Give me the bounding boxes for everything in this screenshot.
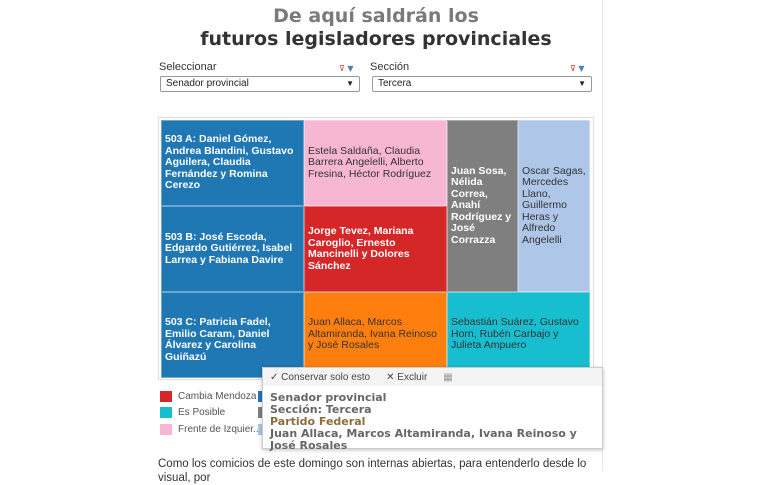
- title-line-2: futuros legisladores provinciales: [200, 28, 552, 50]
- treemap-cell[interactable]: 503 B: José Escoda, Edgardo Gutiérrez, I…: [161, 206, 304, 292]
- legend-swatch: [258, 391, 262, 402]
- tooltip: ✓ Conservar solo esto ✕ Excluir ▦ Senado…: [262, 367, 603, 452]
- legend-label: Frente de Izquier...: [178, 424, 262, 435]
- keep-only-button[interactable]: ✓ Conservar solo esto: [270, 371, 371, 383]
- chevron-down-icon: ▼: [346, 79, 354, 88]
- legend-item[interactable]: Frente de Izquier...: [160, 424, 261, 435]
- treemap-cell[interactable]: 503 C: Patricia Fadel, Emilio Caram, Dan…: [161, 292, 304, 378]
- legend-swatch: [258, 424, 262, 435]
- select-value: Senador provincial: [166, 78, 249, 89]
- treemap-cell[interactable]: Juan Allaca, Marcos Altamiranda, Ivana R…: [304, 292, 447, 378]
- filter-label-seleccionar: Seleccionar: [159, 61, 217, 73]
- treemap-cell[interactable]: Estela Saldaña, Claudia Barrera Angelell…: [304, 120, 447, 206]
- treemap-cell[interactable]: Juan Sosa, Nélida Correa, Anahí Rodrígue…: [447, 120, 518, 292]
- cell-label: Estela Saldaña, Claudia Barrera Angelell…: [308, 144, 432, 180]
- treemap-cell[interactable]: Sebastián Suárez, Gustavo Horn, Rubén Ca…: [447, 292, 590, 378]
- legend-label: Es Posible: [178, 407, 226, 418]
- title-line-1: De aquí saldrán los: [273, 5, 479, 27]
- cell-label: Juan Allaca, Marcos Altamiranda, Ivana R…: [308, 316, 437, 351]
- tooltip-type: Senador provincial: [270, 391, 387, 404]
- legend-swatch: [160, 407, 172, 418]
- cell-label: 503 B: José Escoda, Edgardo Gutiérrez, I…: [165, 230, 293, 266]
- legend-item[interactable]: Es Posible: [160, 407, 225, 418]
- treemap-cell[interactable]: Oscar Sagas, Mercedes Llano, Guillermo H…: [518, 120, 590, 292]
- tooltip-names: Juan Allaca, Marcos Altamiranda, Ivana R…: [270, 427, 577, 452]
- chevron-down-icon: ▼: [578, 79, 586, 88]
- legend-swatch: [160, 424, 172, 435]
- cell-label: 503 C: Patricia Fadel, Emilio Caram, Dan…: [165, 316, 271, 363]
- tooltip-section: Sección: Tercera: [270, 403, 372, 416]
- filter-label-seccion: Sección: [370, 61, 410, 73]
- tooltip-party: Partido Federal: [270, 415, 366, 428]
- view-data-icon[interactable]: ▦: [443, 371, 453, 383]
- select-seleccionar[interactable]: Senador provincial ▼: [160, 76, 360, 92]
- cell-label: 503 A: Daniel Gómez, Andrea Blandini, Gu…: [165, 133, 294, 192]
- treemap-cell[interactable]: Jorge Tevez, Mariana Caroglio, Ernesto M…: [304, 206, 447, 292]
- legend-swatch: [258, 407, 262, 418]
- cell-label: Juan Sosa, Nélida Correa, Anahí Rodrígue…: [451, 164, 512, 246]
- filter-menu-icon[interactable]: ⊽ ▼: [339, 64, 354, 73]
- cell-label: Oscar Sagas, Mercedes Llano, Guillermo H…: [522, 164, 586, 246]
- treemap-cell[interactable]: 503 A: Daniel Gómez, Andrea Blandini, Gu…: [161, 120, 304, 206]
- legend-label: Cambia Mendoza: [178, 391, 257, 402]
- legend-item[interactable]: Cambia Mendoza: [160, 391, 256, 402]
- select-seccion[interactable]: Tercera ▼: [372, 76, 592, 92]
- article-text: Como los comicios de este domingo son in…: [158, 458, 587, 484]
- select-value: Tercera: [378, 78, 412, 89]
- cell-label: Sebastián Suárez, Gustavo Horn, Rubén Ca…: [451, 316, 579, 351]
- exclude-button[interactable]: ✕ Excluir: [386, 371, 428, 383]
- legend-swatch: [160, 391, 172, 402]
- filter-menu-icon[interactable]: ⊽ ▼: [570, 64, 585, 73]
- cell-label: Jorge Tevez, Mariana Caroglio, Ernesto M…: [308, 225, 414, 272]
